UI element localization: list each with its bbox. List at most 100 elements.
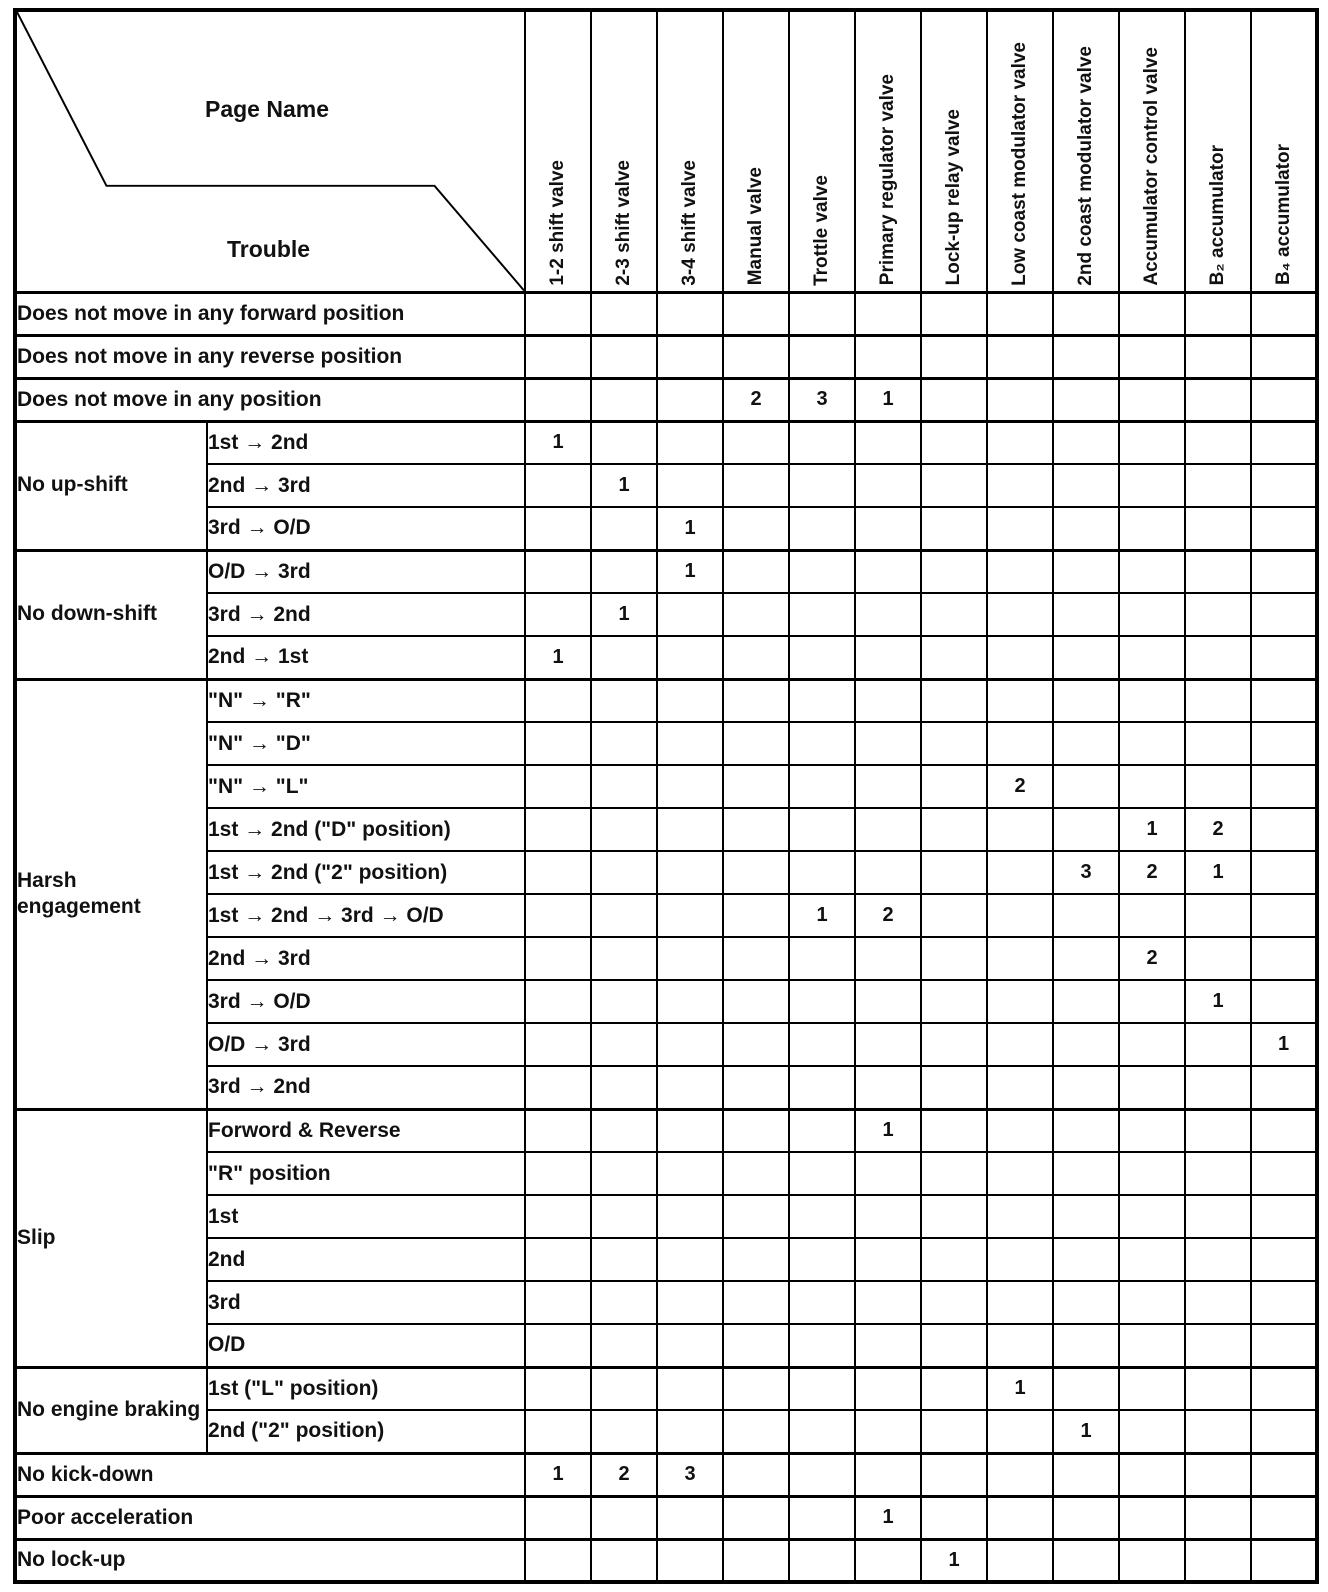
matrix-cell <box>1184 1280 1252 1325</box>
matrix-cell <box>920 1065 988 1110</box>
matrix-cell <box>920 290 988 336</box>
trouble-sublabel: 2nd → 3rd <box>206 936 526 981</box>
matrix-cell <box>1118 1065 1186 1110</box>
matrix-cell <box>524 721 592 766</box>
matrix-cell <box>1250 1537 1318 1583</box>
trouble-sublabel: 3rd → 2nd <box>206 1065 526 1110</box>
matrix-cell <box>590 635 658 680</box>
matrix-cell <box>986 1409 1054 1454</box>
matrix-cell <box>524 1065 592 1110</box>
matrix-cell <box>854 635 922 680</box>
matrix-cell <box>854 807 922 852</box>
matrix-cell <box>1250 635 1318 680</box>
matrix-cell <box>590 721 658 766</box>
matrix-cell <box>1250 548 1318 594</box>
matrix-cell <box>854 1365 922 1411</box>
table-row: 2nd → 1st 1 <box>15 635 1318 680</box>
matrix-cell <box>1118 1537 1186 1583</box>
trouble-sublabel: O/D <box>206 1323 526 1368</box>
matrix-cell: 2 <box>1184 807 1252 852</box>
matrix-cell <box>986 1537 1054 1583</box>
matrix-cell <box>524 333 592 379</box>
matrix-cell <box>920 333 988 379</box>
matrix-cell: 1 <box>590 592 658 637</box>
matrix-cell <box>986 333 1054 379</box>
matrix-cell <box>1250 1107 1318 1153</box>
matrix-cell <box>1052 677 1120 723</box>
column-header-6: Primary regulator valve <box>854 9 922 293</box>
matrix-cell: 1 <box>1118 807 1186 852</box>
matrix-cell <box>722 979 790 1024</box>
matrix-cell <box>656 1065 724 1110</box>
trouble-group-label: Slip <box>14 1107 208 1368</box>
matrix-cell <box>854 1194 922 1239</box>
matrix-cell <box>1052 1022 1120 1067</box>
trouble-sublabel: "N" → "D" <box>206 721 526 766</box>
matrix-cell <box>854 1451 922 1497</box>
matrix-cell: 1 <box>524 1451 592 1497</box>
matrix-cell <box>1184 333 1252 379</box>
matrix-cell: 1 <box>1184 979 1252 1024</box>
matrix-cell <box>920 1151 988 1196</box>
matrix-cell <box>788 1065 856 1110</box>
matrix-cell <box>788 936 856 981</box>
matrix-cell <box>1052 548 1120 594</box>
matrix-cell <box>1052 1237 1120 1282</box>
trouble-sublabel: O/D → 3rd <box>206 1022 526 1067</box>
matrix-cell <box>920 1194 988 1239</box>
matrix-cell <box>524 290 592 336</box>
matrix-cell <box>656 1107 724 1153</box>
matrix-cell <box>590 1107 658 1153</box>
matrix-cell <box>590 1280 658 1325</box>
matrix-cell <box>788 1323 856 1368</box>
matrix-cell <box>1184 677 1252 723</box>
matrix-cell <box>920 548 988 594</box>
matrix-cell <box>722 721 790 766</box>
matrix-cell <box>1052 979 1120 1024</box>
matrix-cell <box>656 376 724 422</box>
trouble-label: No kick-down <box>14 1451 526 1497</box>
matrix-cell <box>524 1107 592 1153</box>
trouble-sublabel: 3rd <box>206 1280 526 1325</box>
trouble-sublabel: 2nd ("2" position) <box>206 1409 526 1454</box>
trouble-sublabel: 1st ("L" position) <box>206 1365 526 1411</box>
matrix-cell <box>986 506 1054 551</box>
table-row: O/D → 3rd 1 <box>15 1022 1318 1067</box>
matrix-cell <box>986 1065 1054 1110</box>
table-row: Does not move in any reverse position <box>14 333 1318 379</box>
matrix-cell: 1 <box>1184 850 1252 895</box>
matrix-cell <box>920 850 988 895</box>
matrix-cell <box>986 721 1054 766</box>
trouble-sublabel: 1st → 2nd ("D" position) <box>206 807 526 852</box>
matrix-cell <box>590 376 658 422</box>
matrix-cell <box>590 979 658 1024</box>
matrix-cell <box>854 290 922 336</box>
matrix-cell <box>524 506 592 551</box>
matrix-cell <box>722 936 790 981</box>
matrix-cell <box>1184 1194 1252 1239</box>
matrix-cell <box>1052 1065 1120 1110</box>
matrix-cell: 2 <box>590 1451 658 1497</box>
table-row: Harsh engagement "N" → "R" <box>14 677 1318 1110</box>
matrix-cell <box>986 376 1054 422</box>
matrix-cell <box>986 419 1054 465</box>
column-header-label: B₂ accumulator <box>1207 145 1229 286</box>
matrix-cell <box>1250 1365 1318 1411</box>
matrix-cell <box>986 1494 1054 1540</box>
table-row: Does not move in any forward position <box>14 290 1318 336</box>
trouble-group-label: No down-shift <box>14 548 208 680</box>
trouble-label: Poor acceleration <box>14 1494 526 1540</box>
matrix-cell <box>656 1280 724 1325</box>
matrix-cell <box>722 1323 790 1368</box>
matrix-cell <box>722 893 790 938</box>
matrix-cell <box>1118 290 1186 336</box>
table-row: No lock-up 1 <box>14 1537 1318 1583</box>
trouble-sublabel: Forword & Reverse <box>206 1107 526 1153</box>
matrix-cell <box>1184 1451 1252 1497</box>
trouble-label: Does not move in any position <box>14 376 526 422</box>
matrix-cell <box>1184 1151 1252 1196</box>
matrix-cell <box>722 807 790 852</box>
matrix-cell <box>788 463 856 508</box>
matrix-cell <box>1118 548 1186 594</box>
column-header-label: Accumulator control valve <box>1141 46 1163 286</box>
